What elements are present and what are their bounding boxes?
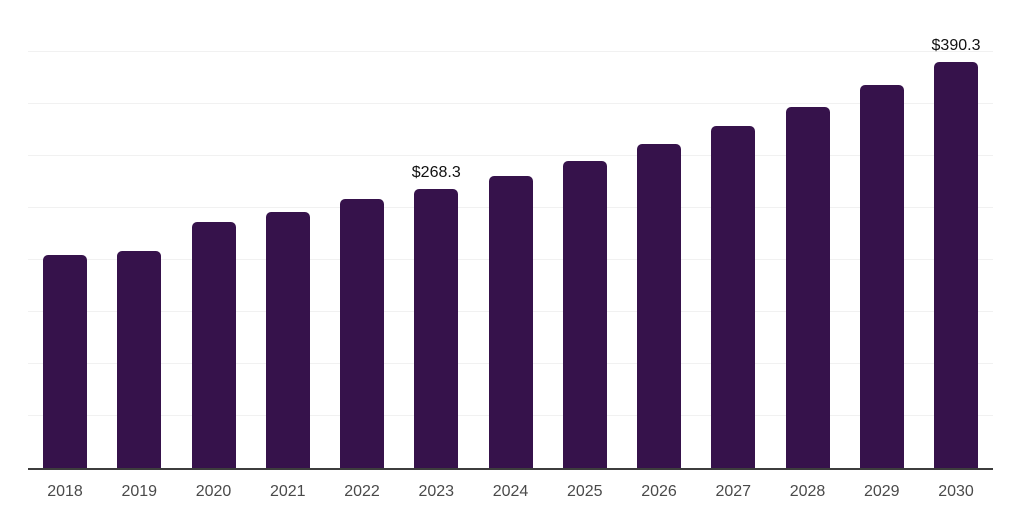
- bar-group-2019: [117, 250, 162, 468]
- bar-group-2022: [340, 199, 384, 468]
- x-tick-label-2029: 2029: [863, 483, 900, 500]
- bar-group-2020: [191, 222, 236, 468]
- bar-group-2030: $390.3: [932, 37, 980, 468]
- bars-container: $268.3 $390.3: [43, 2, 980, 468]
- x-tick-label-2025: 2025: [566, 483, 603, 500]
- bar-group-2023: $268.3: [412, 164, 461, 468]
- bar-group-2028: [785, 106, 830, 468]
- bar-2030: [934, 62, 978, 468]
- gridline-300: [28, 155, 993, 156]
- bar-2027: [711, 125, 756, 468]
- x-tick-label-2020: 2020: [195, 483, 232, 500]
- bar-2029: [859, 85, 904, 468]
- bar-group-2018: [43, 255, 87, 468]
- x-tick-label-2027: 2027: [715, 483, 752, 500]
- bar-group-2029: [859, 85, 904, 468]
- bar-value-label-2030: $390.3: [931, 37, 981, 55]
- x-tick-label-2021: 2021: [269, 483, 306, 500]
- bar-2028: [785, 106, 830, 468]
- x-tick-label-2026: 2026: [641, 483, 677, 500]
- bar-2021: [265, 211, 310, 468]
- x-tick-label-2018: 2018: [47, 483, 83, 500]
- bar-2026: [637, 144, 681, 468]
- bar-2024: [488, 175, 533, 468]
- bar-group-2027: [711, 125, 756, 468]
- bar-group-2025: [562, 160, 607, 468]
- bar-2023: [414, 188, 459, 468]
- x-tick-label-2030: 2030: [938, 483, 974, 500]
- gridline-350: [28, 103, 993, 104]
- x-tick-label-2024: 2024: [492, 483, 529, 500]
- x-tick-label-2022: 2022: [344, 483, 380, 500]
- bar-2020: [191, 222, 236, 468]
- x-tick-label-2028: 2028: [789, 483, 826, 500]
- bar-2025: [562, 160, 607, 468]
- bar-group-2024: [488, 175, 533, 468]
- bar-group-2021: [265, 211, 310, 468]
- bar-2022: [340, 199, 384, 468]
- plot-area: $268.3 $390.3: [28, 2, 993, 470]
- x-axis-labels: 2018 2019 2020 2021 2022 2023 2024 2025 2026 2027…: [28, 483, 993, 501]
- x-tick-label-2023: 2023: [418, 483, 455, 500]
- bar-group-2026: [637, 144, 681, 468]
- bar-2019: [117, 250, 162, 468]
- x-tick-label-2019: 2019: [121, 483, 158, 500]
- gridline-400: [28, 51, 993, 52]
- bar-2018: [43, 255, 87, 468]
- bar-value-label-2023: $268.3: [411, 163, 461, 181]
